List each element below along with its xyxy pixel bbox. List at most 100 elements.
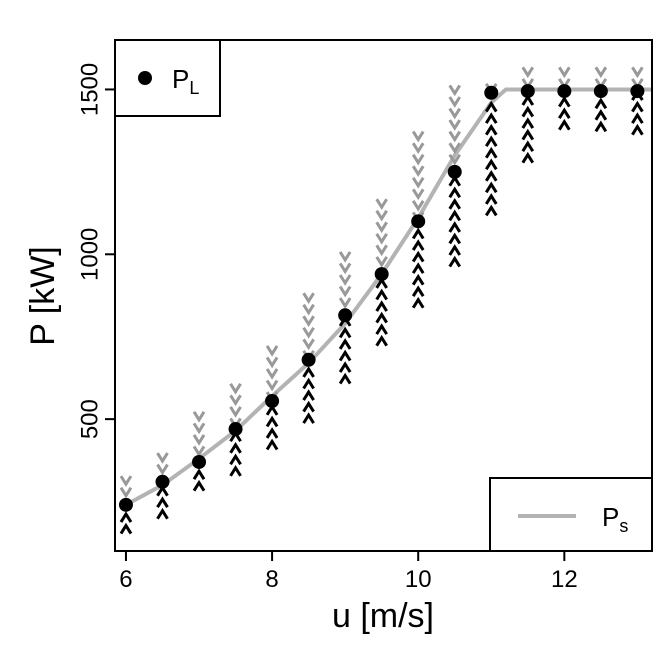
up-arrow-marker: [631, 100, 644, 113]
up-arrow-marker: [484, 100, 498, 113]
legend-box-ps: [489, 477, 653, 552]
up-arrow-marker: [302, 366, 315, 378]
up-arrow-marker: [156, 496, 169, 508]
plot-frame: [114, 39, 653, 552]
up-arrow-marker: [411, 239, 425, 251]
down-arrow-marker: [375, 233, 388, 245]
up-arrow-marker: [521, 140, 535, 152]
up-arrow-marker: [338, 326, 352, 339]
up-arrow-marker: [448, 174, 462, 187]
down-arrow-marker: [265, 356, 279, 369]
down-arrow-marker: [119, 486, 133, 499]
down-arrow-marker: [119, 475, 133, 487]
up-arrow-marker: [338, 372, 352, 385]
pl-data-point: [118, 497, 133, 512]
down-arrow-marker: [338, 251, 352, 263]
up-arrow-marker: [156, 507, 169, 520]
up-arrow-marker: [338, 361, 352, 373]
up-arrow-marker: [265, 404, 279, 416]
up-arrow-marker: [192, 479, 206, 492]
down-arrow-marker: [375, 198, 388, 211]
up-arrow-marker: [192, 468, 206, 480]
up-arrow-marker: [302, 400, 315, 413]
point-layer: [118, 84, 645, 512]
pl-data-point: [228, 422, 243, 437]
y-tick-label: 1500: [76, 63, 103, 116]
pl-data-point: [265, 393, 280, 408]
down-arrow-marker: [192, 434, 206, 446]
x-tick-label: 12: [551, 566, 578, 593]
pl-data-point: [374, 267, 389, 282]
down-arrow-marker: [375, 244, 388, 257]
down-arrow-marker: [411, 176, 425, 189]
up-arrow-marker: [484, 158, 498, 171]
ps-curve-layer: [125, 87, 652, 507]
up-arrow-marker: [411, 285, 425, 297]
up-arrow-marker: [484, 181, 498, 194]
down-arrow-marker: [594, 66, 608, 79]
up-arrow-marker: [484, 193, 498, 205]
up-arrow-marker: [338, 338, 352, 350]
y-tick-label: 1000: [76, 228, 103, 281]
up-arrow-marker: [411, 250, 425, 263]
up-arrow-marker: [484, 112, 498, 124]
up-arrow-marker: [411, 227, 425, 240]
up-arrow-marker: [119, 522, 133, 535]
y-tick-label: 500: [76, 399, 103, 439]
up-arrow-marker: [229, 441, 242, 454]
pl-data-point: [301, 352, 316, 367]
up-arrow-marker: [448, 186, 462, 199]
legend-bottom-right: Ps: [489, 477, 653, 552]
down-arrow-marker: [631, 66, 644, 79]
down-arrow-marker: [302, 303, 315, 316]
up-arrow-marker: [521, 151, 535, 164]
up-arrow-marker: [484, 123, 498, 136]
up-arrow-marker: [411, 273, 425, 286]
up-arrow-marker: [594, 120, 608, 133]
down-arrow-marker: [375, 256, 388, 268]
x-tick-label: 8: [265, 566, 278, 593]
down-arrow-marker: [558, 66, 571, 79]
up-arrow-marker: [484, 146, 498, 159]
x-tick-label: 10: [405, 566, 432, 593]
down-arrow-marker: [302, 326, 315, 339]
pl-data-point: [630, 84, 645, 99]
down-arrow-marker: [156, 452, 169, 464]
down-arrow-marker: [192, 411, 206, 423]
up-arrow-marker: [484, 135, 498, 147]
legend-point-marker: [138, 71, 152, 85]
up-arrow-marker: [448, 232, 462, 245]
down-arrow-marker: [229, 383, 242, 395]
up-arrow-marker: [594, 108, 608, 121]
up-arrow-marker: [521, 105, 535, 118]
up-arrow-marker: [521, 128, 535, 141]
down-arrow-marker: [338, 274, 352, 286]
up-arrow-marker: [411, 262, 425, 274]
up-arrow-marker: [631, 123, 644, 136]
up-arrow-marker: [375, 300, 388, 312]
down-arrow-marker: [448, 153, 462, 166]
up-arrow-marker: [594, 97, 608, 110]
up-arrow-marker: [229, 465, 242, 477]
legend-top-left: PL: [114, 39, 221, 117]
down-arrow-marker: [229, 394, 242, 407]
pl-data-point: [338, 308, 353, 323]
up-arrow-marker: [302, 412, 315, 424]
legend-box-pl: [114, 39, 221, 117]
up-arrow-marker: [229, 453, 242, 466]
pl-data-point: [192, 454, 207, 469]
up-arrow-marker: [302, 377, 315, 390]
up-arrow-marker: [448, 244, 462, 256]
down-arrow-marker: [265, 345, 279, 357]
up-arrow-marker: [484, 204, 498, 217]
down-arrow-marker: [265, 368, 279, 380]
up-arrow-marker: [119, 511, 133, 523]
down-arrow-marker: [448, 142, 462, 154]
up-arrow-marker: [558, 118, 571, 131]
up-arrow-marker: [521, 117, 535, 129]
up-arrow-marker: [558, 107, 571, 119]
down-arrow-marker: [448, 96, 462, 108]
down-arrow-marker: [302, 292, 315, 304]
down-arrow-marker: [302, 338, 315, 351]
